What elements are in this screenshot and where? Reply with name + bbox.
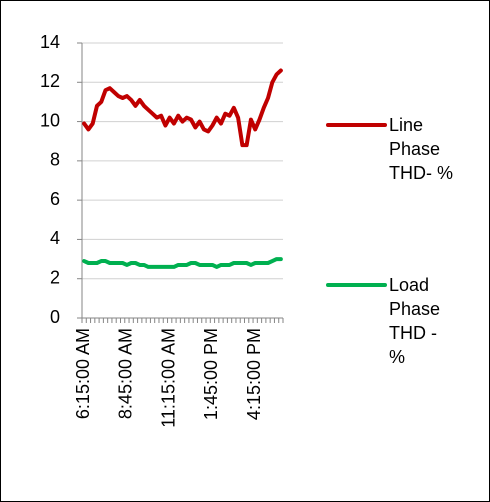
y-tick-label: 6 (50, 189, 60, 209)
y-tick-label: 2 (50, 267, 60, 287)
legend-label: Load Phase THD - % (389, 275, 441, 367)
series-line (82, 257, 283, 269)
series-line (82, 68, 283, 148)
x-tick-label: 11:15:00 AM (158, 328, 178, 428)
y-tick-label: 4 (50, 228, 60, 248)
y-tick-label: 0 (50, 307, 60, 327)
x-tick-label: 8:45:00 AM (116, 328, 136, 419)
legend-label: Line Phase THD- % (389, 115, 453, 183)
y-tick-label: 8 (50, 150, 60, 170)
y-tick-label: 14 (40, 32, 60, 52)
x-tick-label: 4:15:00 PM (244, 328, 264, 420)
y-tick-label: 10 (40, 110, 60, 130)
y-tick-label: 12 (40, 71, 60, 91)
x-tick-label: 6:15:00 AM (73, 328, 93, 419)
x-tick-label: 1:45:00 PM (201, 328, 221, 420)
